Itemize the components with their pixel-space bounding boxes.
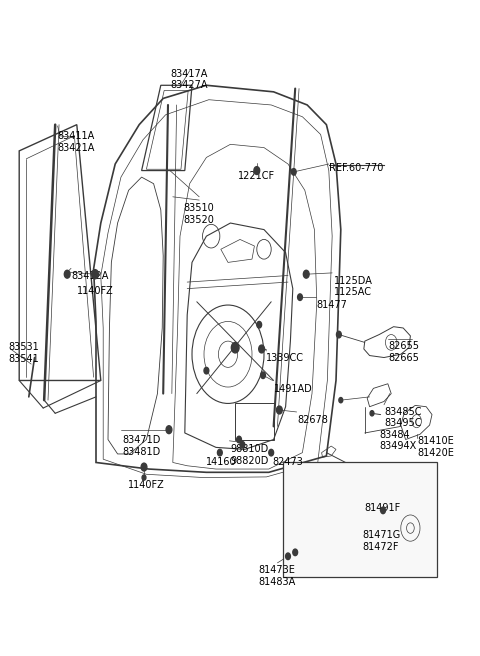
Text: 81473E
81483A: 81473E 81483A [259,565,296,587]
Text: 82678: 82678 [298,415,328,424]
Text: 1125DA
1125AC: 1125DA 1125AC [334,276,372,297]
Circle shape [64,270,70,278]
Circle shape [261,372,265,379]
Text: 83484
83494X: 83484 83494X [379,430,417,451]
Text: 14160: 14160 [206,457,237,467]
Text: 1140FZ: 1140FZ [128,480,165,490]
Circle shape [276,406,282,414]
Circle shape [217,449,222,456]
Circle shape [142,475,146,480]
Circle shape [237,436,241,443]
Circle shape [259,345,264,353]
Text: 83412A: 83412A [71,271,108,281]
Text: 83531
83541: 83531 83541 [9,342,39,364]
Bar [283,462,437,577]
Text: 83417A
83427A: 83417A 83427A [171,69,208,91]
Text: 82473: 82473 [273,457,303,467]
Text: 83510
83520: 83510 83520 [184,203,215,225]
Circle shape [257,321,262,328]
Bar [235,403,274,440]
Circle shape [92,270,98,279]
Text: 1491AD: 1491AD [274,384,312,394]
Text: 98810D
98820D: 98810D 98820D [230,444,269,466]
Circle shape [204,367,209,374]
Circle shape [269,449,274,456]
Text: 83485C
83495C: 83485C 83495C [384,407,421,428]
Circle shape [231,342,239,353]
Circle shape [339,398,343,403]
Text: 82655
82665: 82655 82665 [389,341,420,363]
Text: 1221CF: 1221CF [238,171,276,180]
Circle shape [240,441,245,448]
Circle shape [286,553,290,560]
Circle shape [336,331,341,338]
Text: 81471G
81472F: 81471G 81472F [362,530,401,552]
Text: 83411A
83421A: 83411A 83421A [58,131,95,153]
Circle shape [293,549,298,556]
Text: REF.60-770: REF.60-770 [329,163,383,173]
Circle shape [141,463,147,471]
Text: 1140FZ: 1140FZ [77,286,114,296]
Text: 81410E
81420E: 81410E 81420E [418,436,455,458]
Circle shape [291,169,296,175]
Circle shape [370,411,374,416]
Text: 83471D
83481D: 83471D 83481D [122,435,161,457]
Circle shape [381,507,385,514]
Text: 81491F: 81491F [365,503,401,513]
Circle shape [254,167,260,174]
Circle shape [166,426,172,434]
Text: 81477: 81477 [317,300,348,310]
Text: 1339CC: 1339CC [266,353,304,363]
Circle shape [298,294,302,300]
Circle shape [303,270,309,278]
